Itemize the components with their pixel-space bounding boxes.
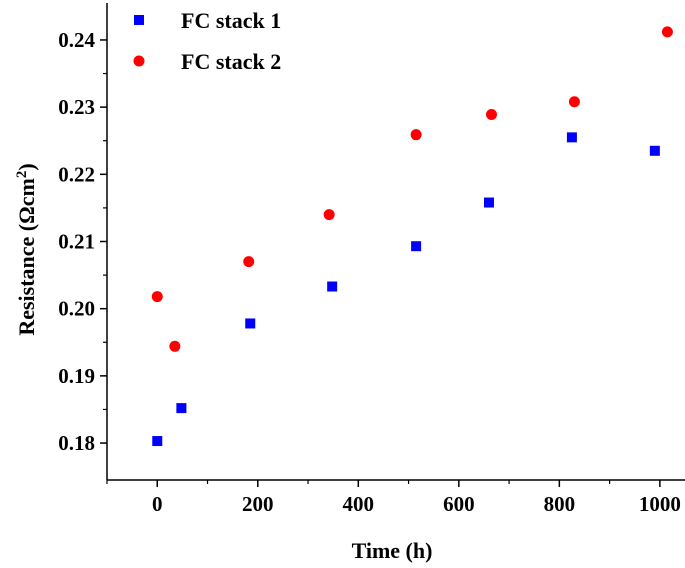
y-tick-label: 0.22 bbox=[58, 162, 95, 186]
data-point-series-1 bbox=[327, 281, 338, 292]
data-point-series-2 bbox=[485, 109, 497, 121]
data-point-series-2 bbox=[661, 26, 673, 38]
y-axis-title-close: ) bbox=[14, 163, 39, 170]
x-axis-ticks: 0 200 400 600 800 1000 bbox=[106, 480, 681, 516]
data-point-series-2 bbox=[323, 209, 335, 221]
data-point-series-2 bbox=[568, 96, 580, 108]
y-axis-title-main: Resistance (Ωcm bbox=[14, 178, 39, 336]
data-point-series-1 bbox=[483, 197, 494, 208]
legend: FC stack 1 FC stack 2 bbox=[133, 8, 281, 74]
y-tick-label: 0.20 bbox=[58, 297, 95, 321]
data-point-series-1 bbox=[152, 436, 163, 447]
data-point-series-2 bbox=[243, 256, 255, 268]
y-axis-title-superscript: 2 bbox=[14, 171, 30, 179]
legend-marker-series-1 bbox=[134, 15, 144, 25]
data-point-series-1 bbox=[176, 403, 187, 414]
legend-marker-series-2 bbox=[133, 55, 145, 67]
y-tick-label: 0.21 bbox=[58, 230, 95, 254]
data-point-series-1 bbox=[245, 318, 256, 329]
y-axis-title: Resistance (Ωcm2) bbox=[14, 163, 39, 335]
x-tick-label: 0 bbox=[152, 492, 163, 516]
data-point-series-2 bbox=[169, 340, 181, 352]
data-point-series-2 bbox=[410, 129, 422, 141]
legend-label-series-2: FC stack 2 bbox=[181, 49, 281, 74]
x-tick-label: 600 bbox=[443, 492, 475, 516]
y-tick-label: 0.18 bbox=[58, 431, 95, 455]
y-axis-ticks: 0.18 0.19 0.20 0.21 0.22 0.23 0.24 bbox=[58, 28, 107, 455]
x-tick-label: 200 bbox=[242, 492, 274, 516]
data-point-series-1 bbox=[649, 145, 660, 156]
data-point-series-1 bbox=[411, 241, 422, 252]
y-tick-label: 0.24 bbox=[58, 28, 95, 52]
x-axis-title: Time (h) bbox=[352, 538, 433, 563]
data-points bbox=[151, 26, 673, 447]
y-tick-label: 0.19 bbox=[58, 364, 95, 388]
x-tick-label: 400 bbox=[343, 492, 375, 516]
data-point-series-1 bbox=[566, 132, 577, 143]
data-point-series-2 bbox=[151, 291, 163, 303]
axes bbox=[106, 3, 685, 481]
x-tick-label: 1000 bbox=[639, 492, 681, 516]
y-tick-label: 0.23 bbox=[58, 95, 95, 119]
legend-label-series-1: FC stack 1 bbox=[181, 8, 281, 33]
x-tick-label: 800 bbox=[544, 492, 576, 516]
